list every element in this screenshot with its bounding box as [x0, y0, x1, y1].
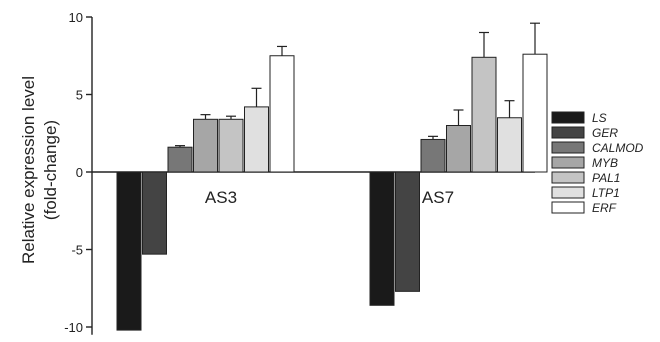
legend-label-ger: GER — [592, 126, 618, 140]
y-tick-label: 10 — [69, 10, 83, 25]
y-tick-label: 5 — [76, 88, 83, 103]
legend-swatch-pal1 — [551, 171, 585, 184]
bar-ls-as3 — [116, 171, 142, 331]
legend-swatch-ger — [551, 126, 585, 139]
legend-swatch-erf — [551, 201, 585, 214]
bar-calmod-as7 — [420, 138, 446, 173]
bar-ltp1-as3 — [244, 106, 269, 173]
y-tick-label: 0 — [76, 165, 83, 180]
legend-label-erf: ERF — [592, 201, 617, 215]
bar-myb-as7 — [446, 125, 471, 173]
bar-erf-as7 — [522, 53, 548, 173]
bar-ger-as3 — [142, 171, 167, 255]
legend-swatch-ls — [551, 111, 585, 124]
y-axis-label-line2: (fold-change) — [41, 120, 60, 220]
bar-ls-as7 — [369, 171, 395, 306]
bar-calmod-as3 — [167, 146, 193, 173]
bar-erf-as3 — [269, 55, 295, 173]
y-tick-label: -10 — [64, 320, 83, 335]
bar-pal1-as7 — [471, 56, 497, 173]
legend-label-ltp1: LTP1 — [592, 186, 620, 200]
legend-label-pal1: PAL1 — [592, 171, 620, 185]
bars — [116, 22, 548, 331]
legend-swatch-calmod — [551, 141, 585, 154]
group-label-as3: AS3 — [205, 188, 237, 207]
legend-swatch-myb — [551, 156, 585, 169]
legend-label-ls: LS — [592, 111, 607, 125]
bar-myb-as3 — [193, 118, 218, 173]
y-tick-label: -5 — [71, 243, 83, 258]
group-label-as7: AS7 — [422, 188, 454, 207]
bar-ltp1-as7 — [497, 117, 522, 173]
legend-label-myb: MYB — [592, 156, 618, 170]
bar-ger-as7 — [395, 171, 420, 292]
group-labels: AS3 AS7 — [205, 188, 454, 207]
y-axis-label: Relative expression level — [19, 76, 38, 264]
legend-swatch-ltp1 — [551, 186, 585, 199]
legend-label-calmod: CALMOD — [592, 141, 644, 155]
bar-pal1-as3 — [218, 118, 244, 173]
